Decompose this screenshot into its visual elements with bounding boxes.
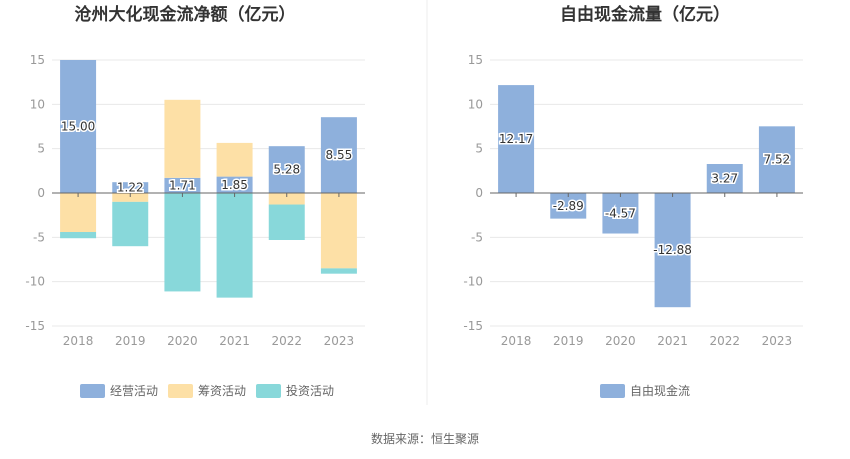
bar — [164, 177, 201, 193]
bar — [268, 193, 305, 205]
y-tick-label: -15 — [25, 319, 45, 333]
data-label: 5.28 — [273, 163, 300, 177]
y-tick-label: 5 — [37, 142, 45, 156]
bar — [268, 204, 305, 240]
x-tick-label: 2020 — [167, 334, 198, 348]
bar — [60, 193, 97, 233]
data-label: 7.52 — [764, 153, 791, 167]
bar — [112, 201, 149, 247]
bar — [112, 193, 149, 202]
legend-swatch — [600, 384, 625, 398]
data-label: 1.71 — [169, 178, 196, 192]
legend-label: 自由现金流 — [630, 383, 690, 398]
bar — [550, 193, 587, 219]
bar — [654, 193, 691, 308]
data-label: -2.89 — [553, 199, 584, 213]
bar — [758, 126, 795, 193]
y-tick-label: -15 — [463, 319, 483, 333]
y-tick-label: -5 — [471, 230, 483, 244]
y-tick-label: 10 — [30, 97, 45, 111]
x-tick-label: 2021 — [657, 334, 688, 348]
bar — [268, 146, 305, 193]
bar — [164, 99, 201, 178]
data-label: 3.27 — [711, 172, 738, 186]
x-tick-label: 2021 — [219, 334, 250, 348]
bar — [320, 117, 357, 193]
free-cash-flow-chart: 自由现金流量（亿元） -15 -10 -5 0 5 10 15 2018 2019 2020 2021… — [463, 4, 803, 398]
x-tick-label: 2020 — [605, 334, 636, 348]
y-tick-label: 15 — [468, 53, 483, 67]
legend-label: 经营活动 — [110, 384, 158, 398]
y-tick-label: -10 — [25, 275, 45, 289]
bar — [498, 85, 535, 193]
chart-title: 自由现金流量（亿元） — [560, 4, 730, 25]
x-tick-label: 2023 — [324, 334, 355, 348]
bar — [320, 193, 357, 269]
bar — [706, 164, 743, 193]
x-tick-label: 2022 — [271, 334, 302, 348]
data-label: 12.17 — [499, 132, 533, 146]
cash-flow-net-chart: 沧州大化现金流净额（亿元） -15 -10 -5 0 5 10 15 2018 2019 2020 2… — [25, 4, 365, 398]
x-tick-label: 2019 — [553, 334, 584, 348]
bar — [60, 232, 97, 239]
legend-label: 投资活动 — [286, 383, 334, 398]
y-tick-label: 10 — [468, 97, 483, 111]
x-tick-label: 2022 — [709, 334, 740, 348]
x-tick-label: 2018 — [501, 334, 532, 348]
bar — [216, 193, 253, 298]
chart-title: 沧州大化现金流净额（亿元） — [75, 4, 296, 25]
data-label: 15.00 — [61, 120, 95, 134]
bar — [112, 182, 149, 193]
y-tick-label: -5 — [33, 230, 45, 244]
x-tick-label: 2023 — [762, 334, 793, 348]
bar — [60, 60, 97, 193]
bar — [320, 268, 357, 274]
data-source-note: 数据来源：恒生聚源 — [371, 431, 479, 446]
bar — [164, 193, 201, 292]
y-tick-label: 5 — [475, 142, 483, 156]
bar — [602, 193, 639, 234]
legend-swatch — [80, 384, 105, 398]
y-tick-label: 15 — [30, 53, 45, 67]
y-tick-label: 0 — [37, 186, 45, 200]
data-label: -4.57 — [605, 206, 636, 220]
data-label: 1.85 — [221, 178, 248, 192]
data-label: -12.88 — [653, 243, 692, 257]
legend-swatch — [168, 384, 193, 398]
bar — [216, 142, 253, 177]
legend-label: 筹资活动 — [198, 384, 246, 398]
data-label: 8.55 — [326, 148, 353, 162]
bar — [216, 176, 253, 193]
x-tick-label: 2019 — [115, 334, 146, 348]
y-tick-label: -10 — [463, 275, 483, 289]
data-label: 1.22 — [117, 181, 144, 195]
legend-swatch — [256, 384, 281, 398]
y-tick-label: 0 — [475, 186, 483, 200]
x-tick-label: 2018 — [63, 334, 94, 348]
